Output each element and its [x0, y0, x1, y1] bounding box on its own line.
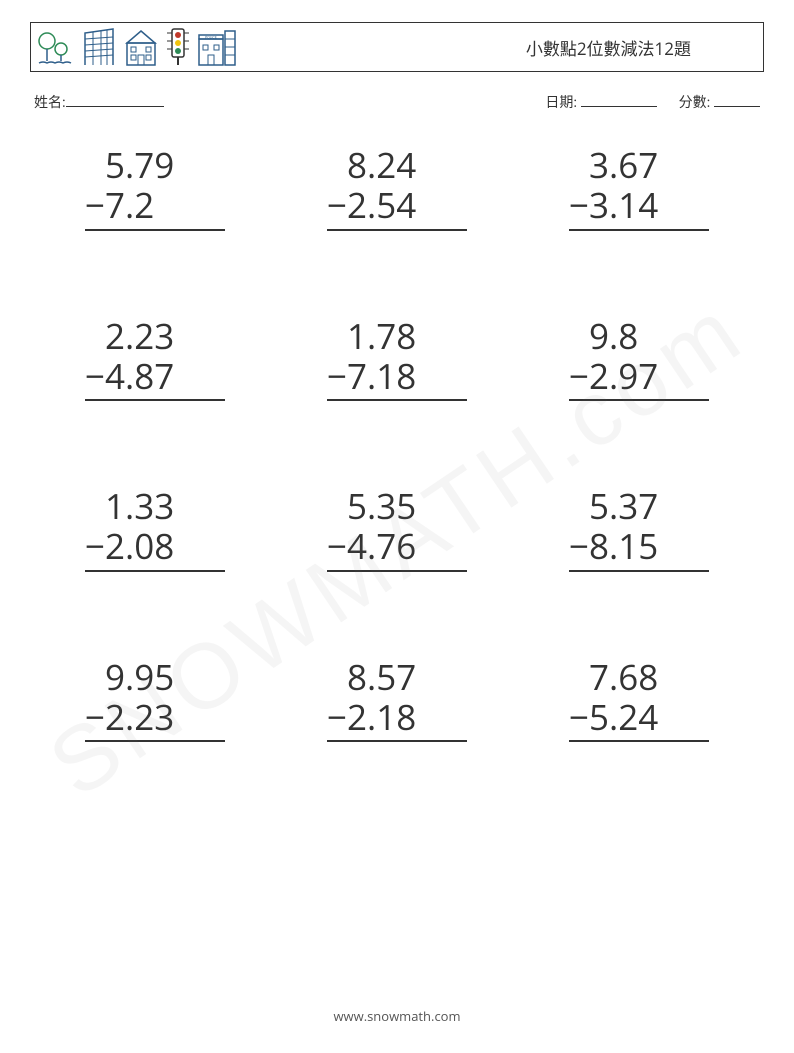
subtrahend-row: −7.18: [327, 357, 467, 401]
subtrahend: 3.14: [589, 186, 658, 226]
problem-6: 9.8−2.97: [548, 317, 730, 402]
minuend: 1.78: [327, 317, 467, 357]
subtrahend: 7.2: [105, 186, 154, 226]
minus-sign: −: [327, 698, 347, 738]
subtrahend: 5.24: [589, 698, 658, 738]
minuend: 5.79: [85, 146, 225, 186]
svg-text:POLICE: POLICE: [205, 36, 217, 40]
name-blank[interactable]: [66, 92, 164, 107]
subtrahend-row: −2.18: [327, 698, 467, 742]
date-label: 日期:: [545, 93, 577, 112]
score-blank[interactable]: [714, 92, 760, 107]
problems-grid: 5.79−7.28.24−2.543.67−3.142.23−4.871.78−…: [30, 146, 764, 742]
score-label: 分數:: [679, 93, 711, 112]
minus-sign: −: [85, 186, 105, 226]
minus-sign: −: [569, 527, 589, 567]
footer-link[interactable]: www.snowmath.com: [333, 1007, 460, 1025]
minus-sign: −: [569, 698, 589, 738]
subtrahend-row: −4.76: [327, 527, 467, 571]
footer: www.snowmath.com: [0, 1007, 794, 1025]
subtrahend: 8.15: [589, 527, 658, 567]
subtrahend: 4.76: [347, 527, 416, 567]
office-building-icon: [79, 27, 119, 67]
minus-sign: −: [327, 357, 347, 397]
minuend: 1.33: [85, 487, 225, 527]
minuend: 8.24: [327, 146, 467, 186]
minuend: 9.8: [569, 317, 709, 357]
problem-10: 9.95−2.23: [64, 658, 246, 743]
problem-1: 5.79−7.2: [64, 146, 246, 231]
minuend: 5.37: [569, 487, 709, 527]
problem-3: 3.67−3.14: [548, 146, 730, 231]
name-label: 姓名:: [34, 92, 66, 112]
minus-sign: −: [85, 357, 105, 397]
school-building-icon: [121, 27, 161, 67]
problem-4: 2.23−4.87: [64, 317, 246, 402]
worksheet-page: SNOWMATH.com: [0, 0, 794, 1053]
worksheet-title: 小數點2位數減法12題: [526, 35, 751, 60]
minuend: 3.67: [569, 146, 709, 186]
subtrahend: 2.08: [105, 527, 174, 567]
score-field: 分數:: [679, 92, 760, 112]
problem-2: 8.24−2.54: [306, 146, 488, 231]
subtrahend-row: −7.2: [85, 186, 225, 230]
subtrahend: 7.18: [347, 357, 416, 397]
traffic-light-icon: [163, 27, 193, 67]
problem-11: 8.57−2.18: [306, 658, 488, 743]
header-box: POLICE 小數點2位數減法12題: [30, 22, 764, 72]
problem-5: 1.78−7.18: [306, 317, 488, 402]
info-line: 姓名: 日期: 分數:: [30, 92, 764, 112]
subtrahend: 2.97: [589, 357, 658, 397]
header-icons: POLICE: [37, 27, 239, 67]
date-field: 日期:: [545, 92, 656, 112]
minus-sign: −: [569, 186, 589, 226]
police-station-icon: POLICE: [195, 27, 239, 67]
name-field: 姓名:: [34, 92, 164, 112]
problem-9: 5.37−8.15: [548, 487, 730, 572]
minuend: 2.23: [85, 317, 225, 357]
problem-12: 7.68−5.24: [548, 658, 730, 743]
subtrahend-row: −8.15: [569, 527, 709, 571]
subtrahend: 2.23: [105, 698, 174, 738]
subtrahend-row: −5.24: [569, 698, 709, 742]
minus-sign: −: [327, 527, 347, 567]
subtrahend: 2.18: [347, 698, 416, 738]
problem-7: 1.33−2.08: [64, 487, 246, 572]
subtrahend-row: −2.23: [85, 698, 225, 742]
subtrahend-row: −3.14: [569, 186, 709, 230]
subtrahend-row: −4.87: [85, 357, 225, 401]
minus-sign: −: [85, 698, 105, 738]
tree-park-icon: [37, 27, 77, 67]
minuend: 7.68: [569, 658, 709, 698]
subtrahend-row: −2.97: [569, 357, 709, 401]
minuend: 5.35: [327, 487, 467, 527]
subtrahend: 2.54: [347, 186, 416, 226]
subtrahend: 4.87: [105, 357, 174, 397]
subtrahend-row: −2.08: [85, 527, 225, 571]
date-blank[interactable]: [581, 92, 657, 107]
problem-8: 5.35−4.76: [306, 487, 488, 572]
minus-sign: −: [569, 357, 589, 397]
minuend: 8.57: [327, 658, 467, 698]
minus-sign: −: [85, 527, 105, 567]
minus-sign: −: [327, 186, 347, 226]
minuend: 9.95: [85, 658, 225, 698]
subtrahend-row: −2.54: [327, 186, 467, 230]
